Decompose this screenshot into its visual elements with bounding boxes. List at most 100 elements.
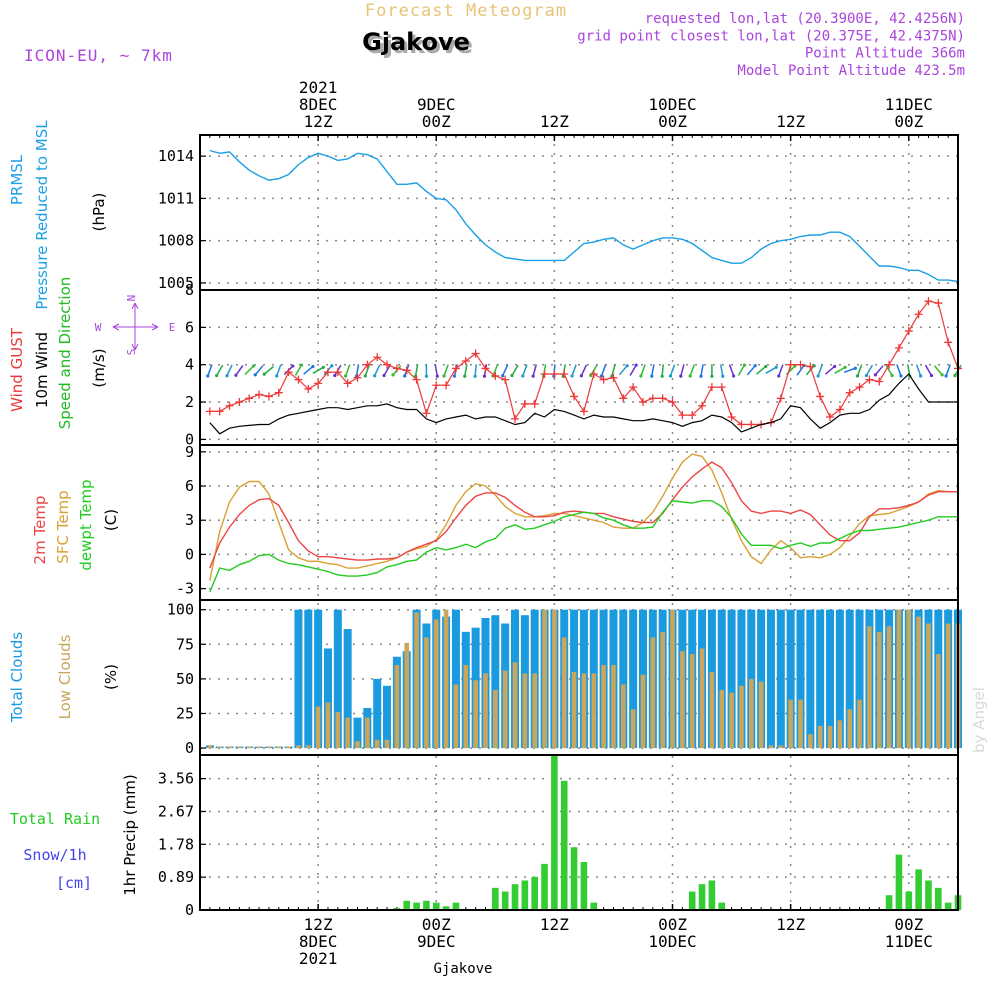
wind-arrowhead [610, 374, 614, 378]
wind-arrowhead [599, 374, 604, 378]
gust-marker [875, 377, 884, 386]
total-cloud-bar [491, 615, 500, 749]
precip-rain-label: Total Rain [10, 810, 100, 828]
precip-bar [688, 891, 696, 910]
bottom-time-label: 00Z [422, 915, 451, 934]
gust-marker [776, 394, 785, 403]
temp-dewpt-line [209, 500, 958, 593]
wind-arrow [669, 364, 676, 377]
wind-arrowhead [855, 374, 860, 378]
y-tick-label: 9 [185, 443, 194, 461]
wind-arrow [492, 364, 499, 377]
temp-sfc-label: SFC Temp [54, 490, 72, 563]
wind-arrow [746, 365, 756, 376]
low-cloud-bar [581, 673, 587, 749]
precip-bar [452, 902, 460, 910]
low-cloud-bar [227, 746, 232, 749]
compass-legend: W E N S [95, 295, 176, 356]
low-cloud-bar [650, 637, 656, 749]
footer-location: Gjakove [433, 961, 492, 977]
total-cloud-bar [826, 609, 835, 749]
wind-arrow [640, 364, 646, 377]
wind-arrow [244, 365, 254, 376]
low-cloud-bar [817, 725, 823, 749]
low-cloud-bar [660, 631, 665, 749]
low-cloud-bar [453, 684, 459, 749]
precip-bar [718, 902, 726, 910]
wind-y-axis: 0 2 4 6 8 [185, 281, 206, 448]
wind-arrow [796, 364, 805, 376]
bottom-time-label: 8DEC [299, 932, 338, 951]
wind-arrow [571, 364, 577, 377]
gust-marker [284, 368, 293, 377]
low-cloud-bar [758, 681, 764, 749]
wind-arrowhead [679, 374, 683, 378]
precip-unit: 1hr Precip (mm) [121, 774, 139, 895]
low-cloud-bar [926, 623, 931, 749]
wind-arrowhead [373, 374, 377, 378]
low-cloud-bar [689, 653, 695, 749]
wind-arrowhead [333, 373, 337, 378]
total-cloud-bar [835, 609, 844, 749]
wind-arrowhead [890, 373, 894, 378]
precip-bar [895, 854, 903, 910]
location-title: Gjakove [362, 28, 470, 56]
gust-marker [885, 360, 894, 369]
precip-bar [432, 902, 440, 910]
gust-marker [560, 370, 569, 379]
low-cloud-bar [305, 745, 311, 749]
total-cloud-bar [816, 609, 825, 749]
wind-arrowhead [321, 365, 325, 369]
y-tick-label: 0 [185, 545, 194, 563]
location-title-shadow: Gjakove [365, 31, 473, 59]
low-cloud-bar [246, 746, 252, 749]
total-cloud-bar [845, 609, 854, 749]
wind-arrow [865, 364, 874, 376]
wind-arrowhead [521, 374, 525, 378]
wind-arrowhead [225, 374, 229, 378]
gust-marker [471, 349, 480, 358]
y-tick-label: 1008 [158, 232, 194, 250]
low-cloud-bar [217, 746, 222, 749]
low-cloud-bar [325, 702, 331, 749]
low-cloud-bar [886, 626, 892, 749]
precip-bar [501, 891, 509, 910]
wind-arrow [275, 364, 282, 377]
y-tick-label: 3.56 [158, 770, 194, 788]
wind-arrowhead [311, 364, 315, 369]
compass-s: S [125, 349, 138, 356]
gust-marker [540, 370, 549, 379]
low-cloud-bar [315, 706, 321, 749]
gust-marker [638, 398, 647, 407]
gust-marker [451, 364, 460, 373]
total-cloud-bar [727, 609, 736, 749]
wind-arrowhead [215, 373, 219, 378]
wind-arrow [254, 365, 264, 376]
gust-marker [737, 420, 746, 429]
low-cloud-bar [670, 609, 675, 749]
precip-bar [944, 902, 952, 910]
total-cloud-bar [451, 609, 460, 749]
gust-marker [550, 370, 559, 379]
gust-marker [255, 390, 264, 399]
total-cloud-bar [343, 629, 352, 749]
precip-bar [541, 863, 548, 910]
gust-marker [619, 394, 628, 403]
wind-arrow [817, 364, 823, 377]
wind-arrow [843, 367, 856, 374]
wind-arrow [373, 364, 381, 377]
low-cloud-bar [945, 623, 951, 749]
y-tick-label: 25 [176, 704, 194, 722]
wind-arrow [874, 365, 884, 376]
precip-panel-frame [199, 754, 959, 911]
wind-arrow [778, 364, 784, 377]
wind-arrowhead [473, 374, 477, 378]
low-cloud-bar [778, 745, 784, 749]
wind-arrowhead [843, 365, 847, 369]
y-tick-label: 50 [176, 670, 194, 688]
total-cloud-bar [855, 609, 864, 749]
wind-arrow [312, 366, 324, 374]
bottom-time-label: 12Z [540, 915, 569, 934]
precip-bar [511, 884, 519, 910]
